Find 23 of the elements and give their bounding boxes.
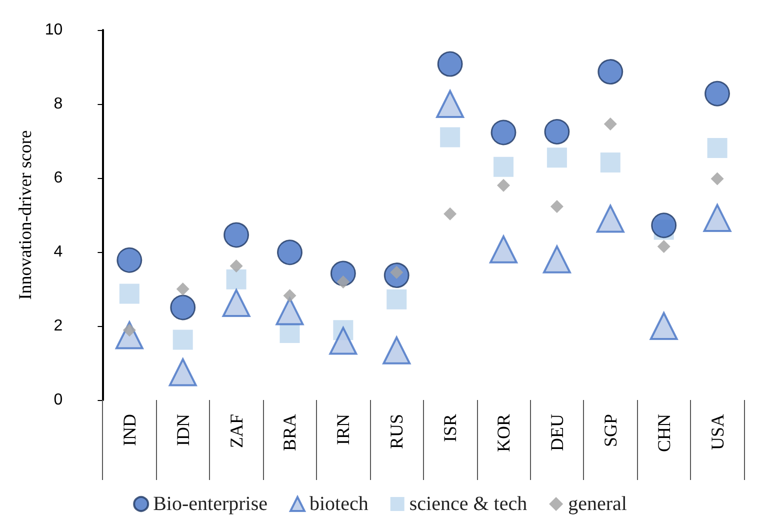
y-tick-label: 6 [54, 170, 63, 186]
legend-label: biotech [309, 493, 368, 515]
y-tick-label: 0 [54, 392, 63, 408]
x-tick-label: IRN [333, 414, 354, 445]
y-tick-label: 2 [54, 318, 63, 334]
x-tick-label: SGP [600, 414, 620, 448]
x-tick-label: ZAF [226, 414, 246, 448]
x-tick-label: ISR [440, 414, 460, 442]
x-tick-label: KOR [494, 414, 514, 452]
x-tick-label: BRA [280, 414, 300, 452]
legend-label: Bio-enterprise [153, 493, 268, 515]
x-tick-label: DEU [546, 414, 567, 451]
y-tick-label: 10 [44, 22, 63, 38]
y-tick-label: 8 [54, 96, 63, 112]
y-axis-title: Innovation-driver score [15, 130, 35, 300]
x-tick-label: IND [119, 414, 140, 446]
x-tick-label: USA [707, 414, 728, 450]
legend-label: general [568, 493, 628, 515]
y-tick-label: 4 [54, 244, 63, 260]
legend-label: science & tech [409, 493, 528, 515]
x-tick-label: IDN [172, 414, 193, 446]
x-tick-label: RUS [386, 414, 407, 450]
x-tick-label: CHN [654, 414, 674, 452]
